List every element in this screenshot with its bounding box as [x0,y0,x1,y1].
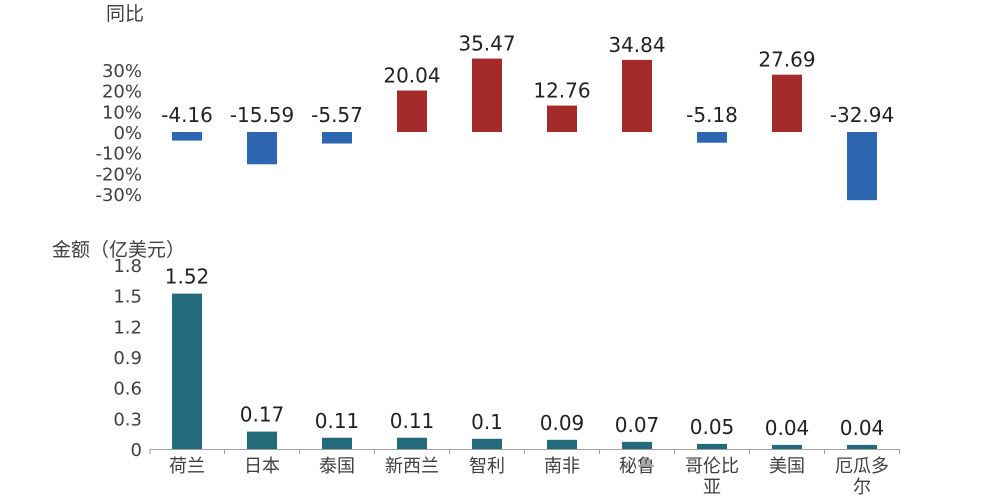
yoy-y-tick-label: -10% [95,144,142,165]
yoy-y-axis: 30%20%10%0%-10%-20%-30% [95,61,142,206]
yoy-value-label: 20.04 [383,64,440,88]
amount-bar [247,431,277,449]
yoy-y-tick-label: -30% [95,185,142,206]
amount-value-label: 1.52 [165,265,210,289]
amount-value-label: 0.11 [390,409,435,433]
yoy-y-tick-label: 20% [102,82,142,103]
yoy-value-label: 27.69 [758,48,815,72]
yoy-bar [172,132,202,141]
category-label: 新西兰 [385,456,439,477]
yoy-value-label: -5.57 [311,103,363,127]
category-label: 亚 [703,477,721,498]
amount-bar [847,444,877,449]
amount-y-tick-label: 0.9 [113,348,142,369]
yoy-value-label: 12.76 [533,79,590,103]
category-label: 秘鲁 [619,456,655,477]
amount-value-label: 0.05 [690,415,735,439]
category-label: 泰国 [319,456,355,477]
yoy-bar [247,132,277,165]
amount-value-label: 0.1 [471,410,503,434]
yoy-value-label: 35.47 [458,32,515,56]
amount-value-label: 0.04 [840,416,885,440]
yoy-bar [322,132,352,144]
amount-bar [172,293,202,449]
yoy-bar [397,90,427,132]
yoy-value-label: -5.18 [686,103,738,127]
amount-bar [322,437,352,449]
amount-bar [397,437,427,449]
amount-bars [172,293,877,449]
amount-value-label: 0.17 [240,403,285,427]
amount-bar [697,443,727,449]
yoy-y-tick-label: 0% [113,123,142,144]
yoy-bar [772,74,802,132]
amount-bar [547,439,577,449]
amount-bar [622,441,652,449]
amount-y-tick-label: 0.3 [113,409,142,430]
yoy-bar [697,132,727,143]
category-label: 智利 [469,456,505,477]
amount-bar [772,444,802,449]
yoy-y-tick-label: -20% [95,164,142,185]
yoy-y-tick-label: 30% [102,61,142,82]
category-label: 尔 [853,477,871,498]
amount-y-tick-label: 0 [131,440,142,461]
amount-y-tick-label: 1.2 [113,317,142,338]
amount-y-tick-label: 1.5 [113,287,142,308]
amount-y-tick-label: 0.6 [113,379,142,400]
yoy-bars [172,58,877,201]
yoy-value-label: -15.59 [230,103,294,127]
yoy-value-label: -32.94 [830,103,894,127]
yoy-panel: 同比 30%20%10%0%-10%-20%-30% -4.16 -15.59 -5… [95,3,894,206]
yoy-title: 同比 [106,3,144,25]
category-label: 南非 [544,456,580,477]
amount-y-tick-label: 1.8 [113,256,142,277]
yoy-bar [622,59,652,133]
yoy-bar [847,132,877,201]
category-label: 厄瓜多 [835,456,889,477]
yoy-value-label: -4.16 [161,103,213,127]
amount-y-axis: 1.8 1.5 1.2 0.9 0.6 0.3 0 [113,256,142,461]
amount-value-label: 0.04 [765,416,810,440]
category-label: 美国 [769,456,805,477]
yoy-bar [472,58,502,132]
amount-bar [472,438,502,449]
amount-value-label: 0.07 [615,413,660,437]
yoy-value-label: 34.84 [608,33,665,57]
amount-value-label: 0.09 [540,411,585,435]
yoy-y-tick-label: 10% [102,102,142,123]
amount-panel: 金额（亿美元） 1.81.51.20.90.60.30 1.520.17 0.11… [52,239,900,498]
amount-value-labels: 1.52 0.17 0.11 0.11 0.1 0.09 0.07 0.05 0.04 0.04 [165,265,885,440]
category-label: 哥伦比 [685,456,739,477]
amount-value-label: 0.11 [315,409,360,433]
category-label: 日本 [244,456,280,477]
amount-title: 金额（亿美元） [52,239,185,261]
yoy-bar [547,105,577,132]
category-label: 荷兰 [169,456,205,477]
yoy-value-labels: -4.16 -15.59 -5.57 20.04 35.47 12.76 34.84 -5.1… [161,32,894,127]
